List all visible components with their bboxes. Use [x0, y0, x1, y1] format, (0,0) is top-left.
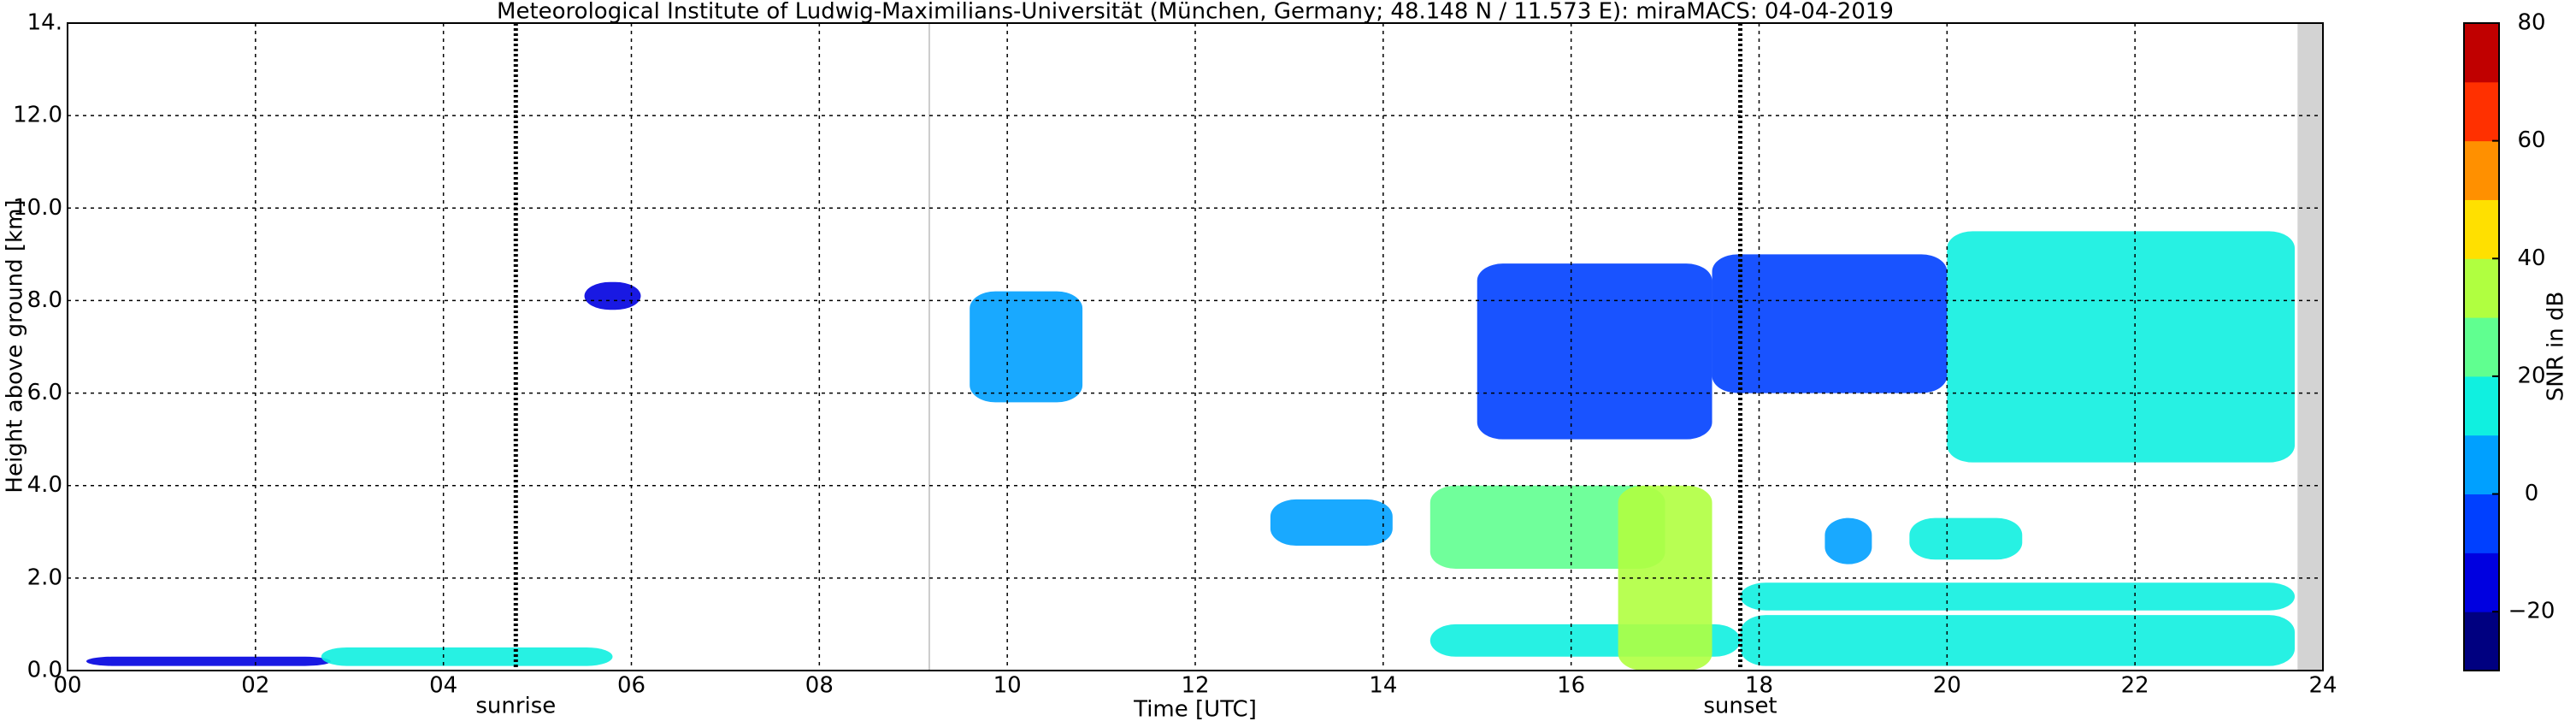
- x-tick-label: 24: [2308, 673, 2337, 699]
- radar-echo: [1477, 263, 1712, 440]
- radar-echo: [1618, 485, 1712, 671]
- colorbar-tick-label: 0: [2525, 481, 2539, 506]
- colorbar-tick-label: 40: [2517, 245, 2545, 271]
- colorbar-segment: [2464, 494, 2499, 553]
- x-tick-label: 14: [1369, 673, 1397, 699]
- x-tick-label: 22: [2121, 673, 2149, 699]
- colorbar-segment: [2464, 317, 2499, 377]
- radar-echo: [1824, 517, 1872, 564]
- colorbar-segment: [2464, 434, 2499, 495]
- colorbar-segment: [2464, 612, 2499, 671]
- colorbar-segment: [2464, 258, 2499, 318]
- y-tick-label: 4.0: [27, 472, 62, 498]
- colorbar-frame: [2463, 22, 2500, 671]
- x-tick-label: 06: [617, 673, 645, 699]
- colorbar-segment: [2464, 199, 2499, 259]
- colorbar-label: SNR in dB: [2544, 292, 2569, 402]
- y-tick-label: 0.0: [27, 658, 62, 683]
- radar-echo: [1429, 485, 1665, 570]
- x-tick-label: 10: [993, 673, 1022, 699]
- x-tick-label: 00: [53, 673, 81, 699]
- colorbar-segment: [2464, 375, 2499, 436]
- colorbar-tick-label: 60: [2517, 127, 2545, 153]
- chart-title: Meteorological Institute of Ludwig-Maxim…: [497, 0, 1894, 25]
- y-tick-label: 12.0: [13, 103, 62, 128]
- y-tick-label: 8.0: [27, 287, 62, 313]
- radar-echo: [85, 656, 331, 666]
- x-tick-label: 12: [1181, 673, 1209, 699]
- x-tick-label: 20: [1933, 673, 1961, 699]
- y-tick-label: 6.0: [27, 380, 62, 405]
- x-tick-label: 08: [805, 673, 834, 699]
- radar-echo: [970, 291, 1083, 403]
- event-label: sunset: [1703, 694, 1777, 719]
- radar-echo: [1712, 254, 1948, 393]
- colorbar-segment: [2464, 81, 2499, 142]
- colorbar-tick-label: 20: [2517, 363, 2545, 388]
- y-tick-label: 14.: [27, 10, 62, 36]
- colorbar-segment: [2464, 140, 2499, 200]
- radar-echo: [1909, 517, 2023, 560]
- y-tick-label: 10.0: [13, 195, 62, 221]
- x-tick-label: 04: [429, 673, 457, 699]
- event-label: sunrise: [475, 694, 556, 719]
- radar-echo: [1270, 499, 1393, 547]
- radar-echo: [1740, 615, 2296, 666]
- colorbar-tick-label: 80: [2517, 10, 2545, 36]
- y-tick-label: 2.0: [27, 564, 62, 590]
- radar-echo: [584, 281, 641, 310]
- x-tick-label: 18: [1745, 673, 1773, 699]
- radar-echo: [321, 647, 613, 666]
- colorbar-segment: [2464, 23, 2499, 83]
- radar-echo: [1740, 582, 2296, 611]
- x-axis-label: Time [UTC]: [1133, 697, 1257, 723]
- no-data-band: [2297, 23, 2323, 671]
- y-axis-label: Height above ground [km]: [3, 199, 28, 493]
- plot-frame: [67, 22, 2324, 671]
- colorbar-segment: [2464, 553, 2499, 612]
- radar-echo: [1947, 231, 2296, 463]
- x-tick-label: 02: [241, 673, 269, 699]
- colorbar-tick-label: −20: [2508, 599, 2555, 624]
- x-tick-label: 16: [1557, 673, 1585, 699]
